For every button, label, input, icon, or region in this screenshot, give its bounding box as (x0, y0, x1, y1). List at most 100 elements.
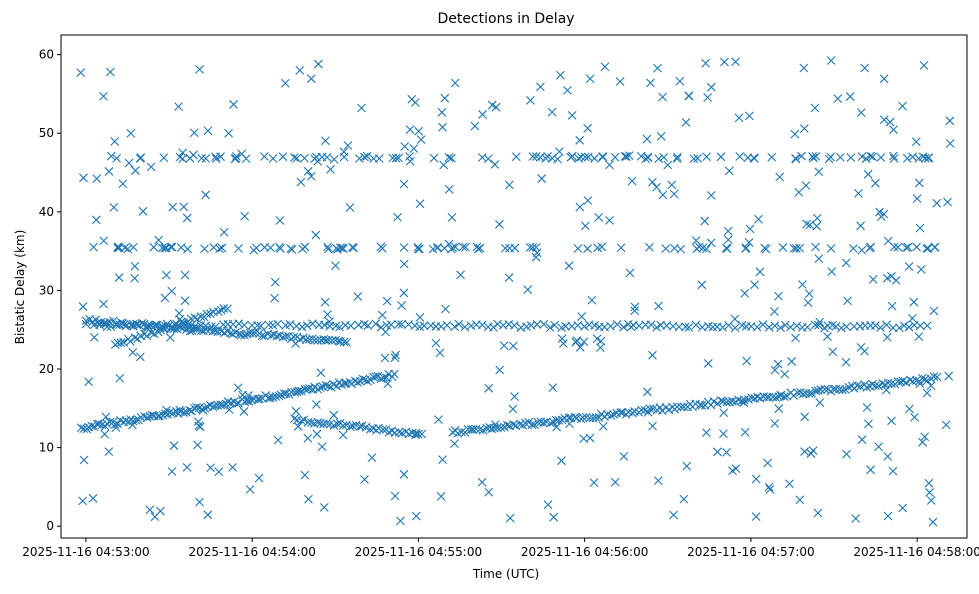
data-point-x-marker (814, 254, 824, 263)
data-point-x-marker (439, 160, 449, 170)
data-point-x-marker (281, 332, 291, 341)
data-point-x-marker (216, 152, 225, 162)
data-point-x-marker (264, 320, 274, 330)
data-point-x-marker (302, 321, 312, 331)
data-point-x-marker (391, 153, 401, 163)
data-point-x-marker (297, 322, 307, 332)
data-point-x-marker (306, 171, 316, 181)
data-point-x-marker (189, 128, 199, 138)
data-point-x-marker (898, 503, 908, 513)
data-point-x-marker (864, 419, 873, 429)
data-point-x-marker (415, 199, 425, 209)
data-point-x-marker (377, 310, 387, 320)
data-point-x-marker (722, 447, 731, 457)
data-point-x-marker (329, 410, 339, 420)
data-point-x-marker (903, 242, 913, 252)
data-point-x-marker (195, 65, 204, 74)
data-point-x-marker (390, 491, 400, 501)
data-point-x-marker (242, 329, 252, 339)
data-point-x-marker (724, 166, 734, 176)
data-point-x-marker (761, 244, 771, 254)
data-point-x-marker (767, 152, 777, 162)
data-point-x-marker (304, 494, 313, 504)
data-point-x-marker (842, 449, 851, 459)
data-point-x-marker (409, 144, 419, 153)
data-point-x-marker (667, 180, 677, 190)
data-point-x-marker (888, 323, 898, 333)
data-point-x-marker (400, 142, 410, 151)
data-point-x-marker (941, 420, 951, 430)
data-point-x-marker (509, 420, 518, 429)
data-point-x-marker (539, 418, 548, 428)
data-point-x-marker (391, 350, 401, 360)
data-point-x-marker (765, 485, 775, 494)
data-point-x-marker (316, 368, 326, 378)
data-point-x-marker (889, 151, 898, 161)
data-point-x-marker (815, 398, 825, 408)
data-point-x-marker (909, 297, 919, 307)
x-tick-label: 2025-11-16 04:57:00 (687, 545, 814, 559)
data-point-x-marker (338, 430, 348, 440)
data-point-x-marker (797, 151, 806, 161)
data-point-x-marker (697, 401, 707, 410)
data-point-x-marker (215, 244, 224, 254)
y-tick-label: 60 (39, 48, 54, 62)
data-point-x-marker (405, 156, 415, 166)
data-point-x-marker (876, 153, 886, 162)
data-point-x-marker (454, 319, 464, 329)
data-point-x-marker (908, 152, 917, 162)
data-point-x-marker (615, 77, 625, 86)
data-point-x-marker (679, 402, 689, 412)
data-point-x-marker (444, 239, 454, 249)
data-point-x-marker (231, 154, 241, 163)
data-point-x-marker (701, 428, 711, 438)
data-point-x-marker (923, 243, 933, 253)
data-point-x-marker (885, 117, 895, 127)
data-point-x-marker (619, 322, 628, 332)
data-point-x-marker (871, 321, 880, 330)
data-point-x-marker (156, 325, 165, 335)
data-point-x-marker (126, 415, 136, 424)
data-point-x-marker (815, 317, 825, 327)
data-point-x-marker (470, 121, 480, 131)
data-point-x-marker (776, 391, 786, 400)
data-point-x-marker (553, 154, 563, 164)
data-point-x-marker (367, 453, 377, 462)
data-point-x-marker (857, 152, 867, 161)
data-point-x-marker (581, 412, 591, 422)
data-point-x-marker (323, 242, 332, 252)
data-point-x-marker (637, 405, 646, 415)
data-point-x-marker (536, 82, 545, 92)
data-point-x-marker (127, 420, 137, 430)
data-point-x-marker (203, 510, 213, 520)
data-point-x-marker (329, 155, 339, 164)
data-point-x-marker (498, 321, 508, 330)
data-point-x-marker (89, 242, 98, 252)
data-point-x-marker (831, 322, 841, 331)
data-point-x-marker (448, 427, 458, 437)
data-point-x-marker (557, 456, 566, 466)
data-point-x-marker (447, 213, 457, 222)
data-point-x-marker (363, 321, 373, 330)
data-point-x-marker (811, 386, 821, 396)
data-point-x-marker (722, 244, 732, 253)
data-point-x-marker (675, 76, 685, 86)
data-point-x-marker (925, 488, 934, 497)
data-point-x-marker (691, 236, 701, 245)
data-point-x-marker (113, 243, 123, 253)
data-point-x-marker (708, 322, 718, 332)
data-point-x-marker (598, 422, 608, 431)
data-point-x-marker (510, 243, 520, 253)
data-point-x-marker (399, 179, 409, 189)
data-point-x-marker (868, 379, 877, 389)
data-point-x-marker (609, 410, 619, 419)
data-point-x-marker (883, 236, 893, 246)
data-point-x-marker (81, 319, 91, 329)
data-point-x-marker (360, 475, 369, 484)
data-point-x-marker (340, 379, 349, 388)
data-point-x-marker (555, 147, 564, 156)
data-point-x-marker (863, 169, 873, 179)
data-point-x-marker (622, 152, 631, 161)
data-point-x-marker (114, 243, 124, 253)
data-point-x-marker (600, 62, 610, 72)
